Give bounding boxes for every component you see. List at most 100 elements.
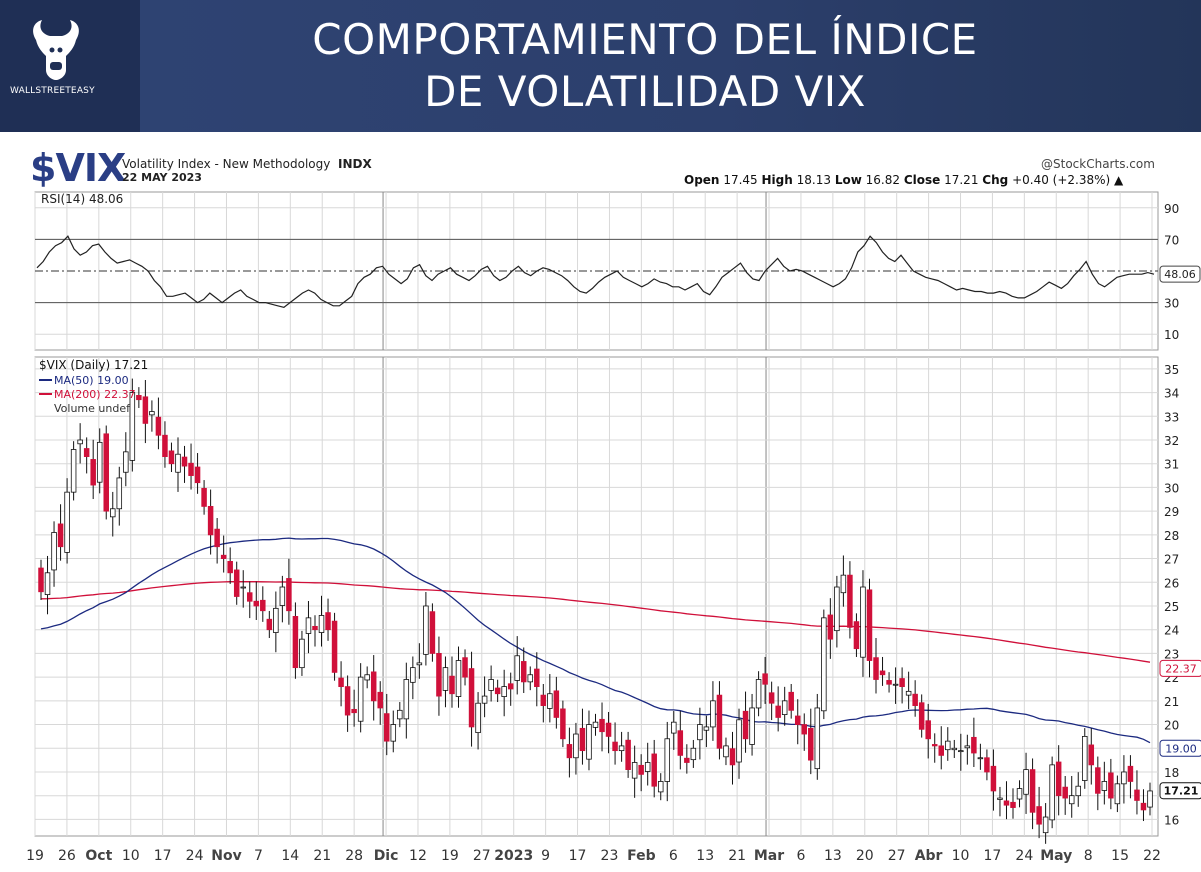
candle-body (827, 614, 834, 640)
x-tick-label: 22 (1143, 848, 1161, 864)
banner-title: COMPORTAMIENTO DEL ÍNDICE DE VOLATILIDAD… (140, 14, 1150, 118)
candle-body (305, 617, 312, 634)
candle-body (247, 592, 253, 602)
candle-body (853, 621, 860, 650)
candle-body (1088, 744, 1095, 766)
candle-body (938, 745, 944, 756)
candle-body (1010, 801, 1016, 808)
x-tick-label: 10 (122, 848, 140, 864)
candle-body (657, 781, 664, 793)
chg-label: Chg (982, 173, 1009, 187)
candle-body (755, 679, 762, 709)
candle-body (227, 561, 233, 574)
candle-body (573, 733, 579, 759)
candle-body (44, 572, 51, 596)
title-banner: WALLSTREETEASY COMPORTAMIENTO DEL ÍNDICE… (0, 0, 1201, 132)
rsi-line (36, 235, 1155, 308)
price-tick-label: 26 (1164, 576, 1179, 590)
candle-body (286, 578, 292, 612)
candle-body (951, 747, 958, 751)
candle-body (560, 708, 566, 740)
candle-body (703, 726, 710, 731)
price-tick-label: 25 (1164, 600, 1179, 614)
candle-body (540, 694, 547, 706)
candle-body (586, 724, 592, 760)
candle-body (879, 670, 886, 676)
price-tick-label: 33 (1164, 410, 1179, 424)
x-tick-label: 15 (1111, 848, 1129, 864)
x-tick-label: 7 (254, 848, 263, 864)
x-tick-label: Oct (85, 848, 112, 864)
candle-body (292, 616, 299, 669)
rsi-current-value: 48.06 (1164, 268, 1196, 281)
close-value: 17.21 (944, 173, 979, 187)
close-tag-box (1159, 782, 1201, 800)
candle-body (1042, 816, 1049, 834)
candle-body (905, 690, 912, 696)
volume-legend: Volume undef (54, 402, 131, 415)
candle-body (70, 449, 77, 493)
x-tick-label: 21 (728, 848, 746, 864)
candle-body (390, 724, 397, 742)
candle-body (240, 586, 246, 589)
candle-body (64, 491, 70, 553)
candle-body (181, 456, 188, 467)
x-tick-label: 20 (856, 848, 874, 864)
candle-body (520, 661, 527, 683)
ma50-tag: 19.00 (1165, 742, 1197, 755)
candle-body (918, 702, 925, 730)
price-tick-label: 24 (1164, 624, 1179, 638)
candle-body (729, 748, 736, 766)
candle-body (1134, 789, 1140, 801)
candle-body (403, 679, 410, 720)
candle-body (1101, 781, 1108, 791)
x-tick-label: 28 (345, 848, 363, 864)
x-tick-label: 10 (952, 848, 970, 864)
x-tick-label: 14 (281, 848, 299, 864)
candle-body (110, 508, 116, 518)
candle-body (136, 395, 142, 401)
x-tick-label: 13 (824, 848, 842, 864)
x-tick-label: Nov (211, 848, 241, 864)
candle-body (821, 617, 827, 712)
candle-body (344, 686, 351, 716)
price-tick-label: 16 (1164, 813, 1179, 827)
candle-body (1082, 736, 1088, 781)
low-value: 16.82 (865, 173, 900, 187)
candle-body (684, 757, 690, 763)
candle-body (664, 738, 671, 782)
candle-body (383, 713, 390, 742)
candle-body (377, 691, 383, 709)
candle-body (671, 721, 677, 734)
candle-body (142, 396, 149, 424)
candle-body (1029, 769, 1036, 813)
candle-body (964, 745, 971, 749)
candle-body (592, 721, 599, 728)
candle-body (260, 599, 266, 612)
candle-body (351, 708, 357, 714)
candle-body (449, 675, 455, 695)
candle-body (814, 707, 821, 770)
candle-body (768, 692, 775, 704)
candle-body (638, 764, 644, 775)
candle-body (808, 727, 814, 761)
candle-body (788, 691, 794, 711)
x-tick-label: 27 (888, 848, 906, 864)
up-arrow-icon: ▲ (1114, 173, 1124, 187)
candle-body (462, 657, 468, 678)
candle-body (1095, 767, 1101, 794)
candle-body (273, 607, 279, 633)
candle-body (697, 724, 703, 741)
ma50-legend: MA(50) 19.00 (54, 374, 129, 387)
rsi-tick-label: 70 (1164, 233, 1179, 247)
candle-body (442, 667, 449, 691)
rsi-current-box (1159, 265, 1201, 283)
candle-body (77, 439, 83, 445)
x-tick-label: Abr (915, 848, 943, 864)
high-value: 18.13 (796, 173, 831, 187)
ticker-symbol: $VIX (30, 146, 126, 190)
candle-body (1075, 785, 1081, 797)
candle-body (397, 709, 403, 720)
candle-body (220, 554, 227, 559)
low-label: Low (834, 173, 862, 187)
